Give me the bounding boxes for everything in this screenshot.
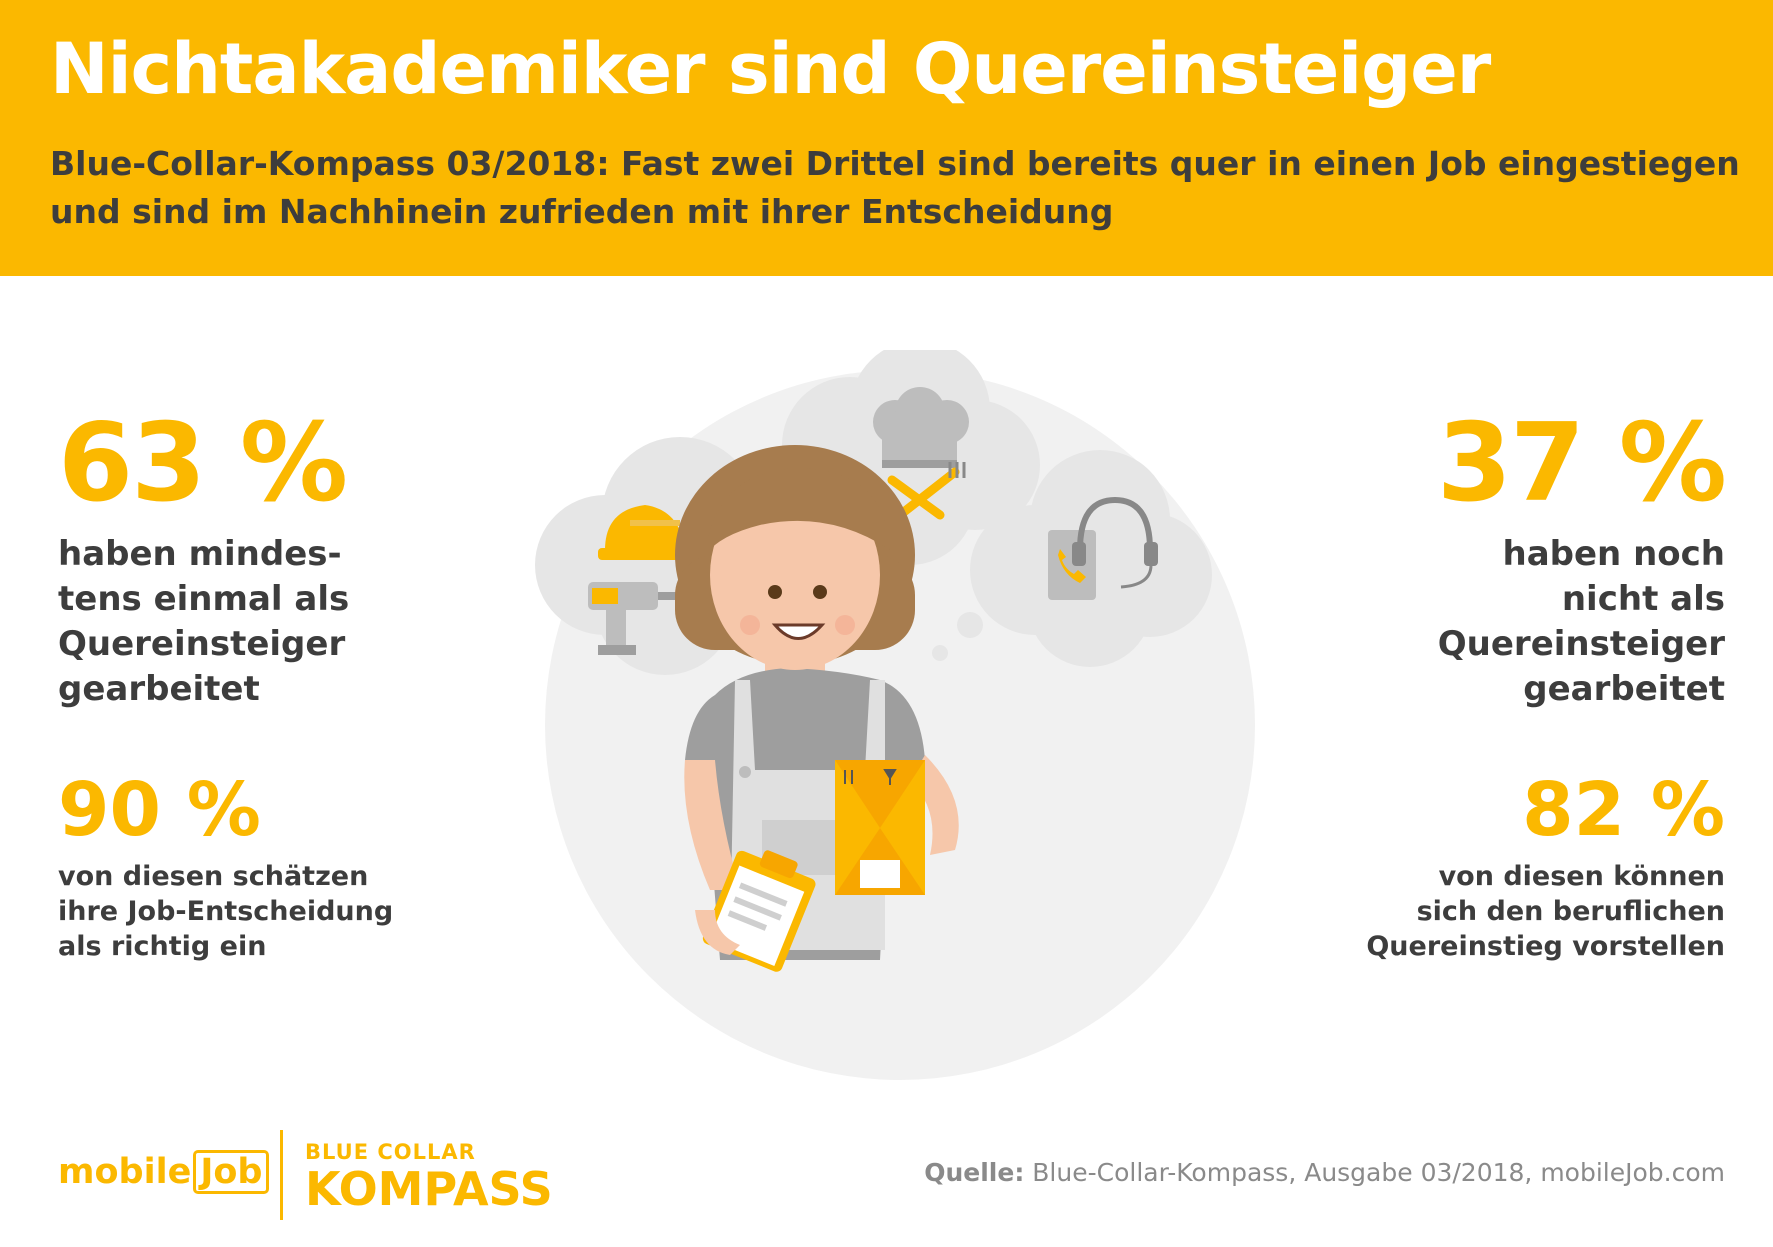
- kompass-logo-line2: KOMPASS: [305, 1162, 553, 1216]
- stat-line: ihre Job-Entscheidung: [58, 896, 394, 927]
- subtitle-line: und sind im Nachhinein zufrieden mit ihr…: [50, 192, 1114, 231]
- clipboard-icon: [695, 850, 816, 972]
- stat-text: von diesen schätzen ihre Job-Entscheidun…: [58, 859, 393, 964]
- stat-line: haben noch: [1502, 534, 1725, 574]
- stat-left-sub: 90 % von diesen schätzen ihre Job-Entsch…: [58, 773, 393, 964]
- kompass-logo-line1: BLUE COLLAR: [305, 1140, 476, 1164]
- stat-line: Quereinsteiger: [58, 624, 346, 664]
- stat-value: 90 %: [58, 767, 261, 853]
- page-title: Nichtakademiker sind Quereinsteiger: [50, 28, 1491, 110]
- page-subtitle: Blue-Collar-Kompass 03/2018: Fast zwei D…: [50, 140, 1740, 236]
- footer-divider: [280, 1130, 283, 1220]
- source-text: Blue-Collar-Kompass, Ausgabe 03/2018, mo…: [1024, 1158, 1725, 1187]
- stat-line: haben mindes-: [58, 534, 342, 574]
- logo-mobile-text: mobile: [58, 1152, 192, 1192]
- stat-line: gearbeitet: [1523, 669, 1725, 709]
- stat-line: sich den beruflichen: [1416, 896, 1725, 927]
- stat-line: von diesen schätzen: [58, 861, 369, 892]
- stat-value: 82 %: [1522, 767, 1725, 853]
- subtitle-line: Blue-Collar-Kompass 03/2018: Fast zwei D…: [50, 144, 1740, 183]
- chef-hat-icon: [873, 387, 969, 468]
- package-icon: [835, 760, 925, 895]
- stat-value: 37 %: [1436, 401, 1727, 526]
- stat-value: 63 %: [58, 401, 348, 526]
- stat-line: Quereinsteiger: [1437, 624, 1725, 664]
- stat-text: haben noch nicht als Quereinsteiger gear…: [1437, 532, 1725, 712]
- logo-job-text: Job: [193, 1150, 270, 1194]
- stat-text: von diesen können sich den beruflichen Q…: [1366, 859, 1725, 964]
- stat-right-main: 37 % haben noch nicht als Quereinsteiger…: [1436, 401, 1727, 712]
- source-note: Quelle: Blue-Collar-Kompass, Ausgabe 03/…: [924, 1158, 1725, 1187]
- cutlery-icon: [887, 462, 966, 520]
- worker-illustration: [535, 350, 1255, 1080]
- stat-line: Quereinstieg vorstellen: [1366, 931, 1725, 962]
- stat-line: als richtig ein: [58, 931, 267, 962]
- stat-line: nicht als: [1561, 579, 1725, 619]
- stat-line: gearbeitet: [58, 669, 260, 709]
- stat-right-sub: 82 % von diesen können sich den beruflic…: [1366, 773, 1725, 964]
- stat-line: von diesen können: [1438, 861, 1725, 892]
- source-label: Quelle:: [924, 1158, 1025, 1187]
- stat-text: haben mindes- tens einmal als Quereinste…: [58, 532, 349, 712]
- headset-icon: [1072, 496, 1158, 589]
- stat-left-main: 63 % haben mindes- tens einmal als Quere…: [58, 410, 349, 712]
- header-banner: Nichtakademiker sind Quereinsteiger Blue…: [0, 0, 1773, 276]
- phone-book-icon: [1048, 530, 1096, 600]
- kompass-logo: BLUE COLLAR KOMPASS: [305, 1140, 553, 1214]
- stat-line: tens einmal als: [58, 579, 350, 619]
- mobilejob-logo: mobile Job: [58, 1150, 271, 1194]
